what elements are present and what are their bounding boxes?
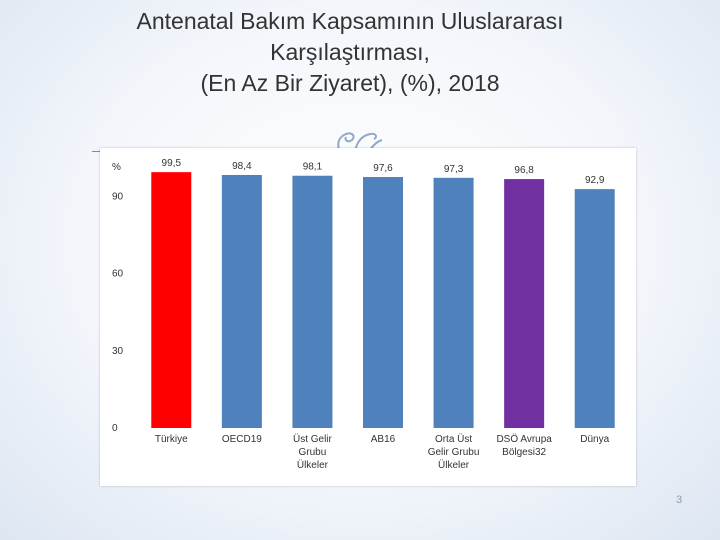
y-tick-label: 90 [112, 192, 124, 203]
page-number: 3 [676, 494, 683, 506]
chart-panel: % 0 30 60 90 99,5 98,4 98,1 97,6 97,3 96,8 92,9 T… [100, 148, 636, 486]
bar [363, 177, 403, 428]
bar-value-label: 97,3 [444, 164, 464, 175]
value-labels: 99,5 98,4 98,1 97,6 97,3 96,8 92,9 [162, 158, 605, 186]
x-category-label: OECD19 [222, 434, 262, 445]
bar-value-label: 98,4 [232, 161, 252, 172]
bar [221, 174, 262, 428]
y-tick-label: 60 [112, 269, 124, 280]
bar-value-label: 99,5 [162, 158, 182, 169]
x-axis-labels: Türkiye OECD19 Üst Gelir Grubu Ülkeler AB16 Or… [155, 433, 610, 471]
slide-title: Antenatal Bakım Kapsamının Uluslararası … [40, 6, 660, 99]
y-tick-label: 0 [112, 423, 118, 434]
bar [292, 175, 333, 428]
bar-value-label: 97,6 [373, 163, 393, 174]
bar-value-label: 96,8 [514, 165, 534, 176]
x-category-label: AB16 [371, 434, 396, 445]
slide-title-line-1: Antenatal Bakım Kapsamının Uluslararası [136, 8, 564, 34]
bar-chart: % 0 30 60 90 99,5 98,4 98,1 97,6 97,3 96,8 92,9 T… [112, 158, 615, 471]
slide-title-line-3: (En Az Bir Ziyaret), (%), 2018 [200, 70, 500, 96]
bar [574, 189, 615, 428]
x-category-label: Türkiye [155, 434, 188, 445]
x-category-label: DSÖ Avrupa Bölgesi32 [496, 433, 552, 458]
x-category-label: Dünya [580, 434, 609, 445]
y-tick-label: 30 [112, 346, 124, 357]
bar [151, 172, 192, 428]
bars [151, 172, 615, 428]
y-axis-label: % [112, 162, 121, 173]
y-axis-ticks: 0 30 60 90 [112, 192, 124, 434]
bar [433, 177, 474, 428]
slide-title-line-2: Karşılaştırması, [270, 39, 430, 65]
x-category-label: Üst Gelir Grubu Ülkeler [293, 433, 333, 471]
bar [504, 179, 545, 428]
bar-value-label: 98,1 [303, 162, 323, 173]
bar-value-label: 92,9 [585, 175, 605, 186]
x-category-label: Orta Üst Gelir Grubu Ülkeler [428, 433, 480, 471]
